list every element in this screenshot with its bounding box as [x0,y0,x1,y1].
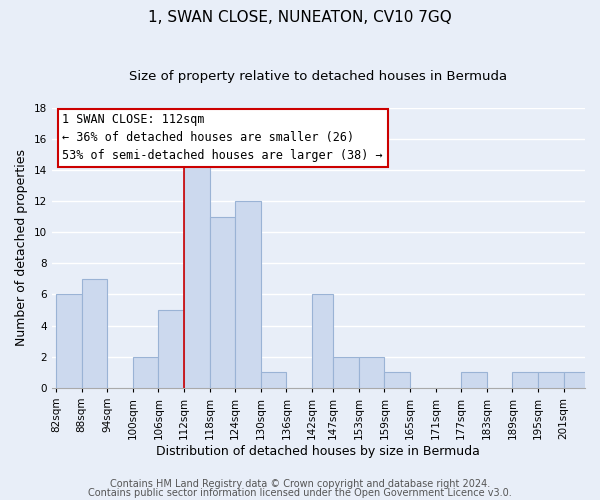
Bar [385,372,410,388]
Bar [461,372,487,388]
Bar [235,201,261,388]
Bar [333,356,359,388]
Text: Contains HM Land Registry data © Crown copyright and database right 2024.: Contains HM Land Registry data © Crown c… [110,479,490,489]
Bar [158,310,184,388]
Bar [359,356,385,388]
Title: Size of property relative to detached houses in Bermuda: Size of property relative to detached ho… [129,70,508,83]
Bar [563,372,589,388]
Bar [184,154,209,388]
Bar [56,294,82,388]
Text: 1 SWAN CLOSE: 112sqm
← 36% of detached houses are smaller (26)
53% of semi-detac: 1 SWAN CLOSE: 112sqm ← 36% of detached h… [62,114,383,162]
Bar [312,294,333,388]
Bar [133,356,158,388]
Text: 1, SWAN CLOSE, NUNEATON, CV10 7GQ: 1, SWAN CLOSE, NUNEATON, CV10 7GQ [148,10,452,25]
X-axis label: Distribution of detached houses by size in Bermuda: Distribution of detached houses by size … [157,444,480,458]
Bar [261,372,286,388]
Bar [82,279,107,388]
Bar [512,372,538,388]
Text: Contains public sector information licensed under the Open Government Licence v3: Contains public sector information licen… [88,488,512,498]
Y-axis label: Number of detached properties: Number of detached properties [15,150,28,346]
Bar [209,216,235,388]
Bar [538,372,563,388]
